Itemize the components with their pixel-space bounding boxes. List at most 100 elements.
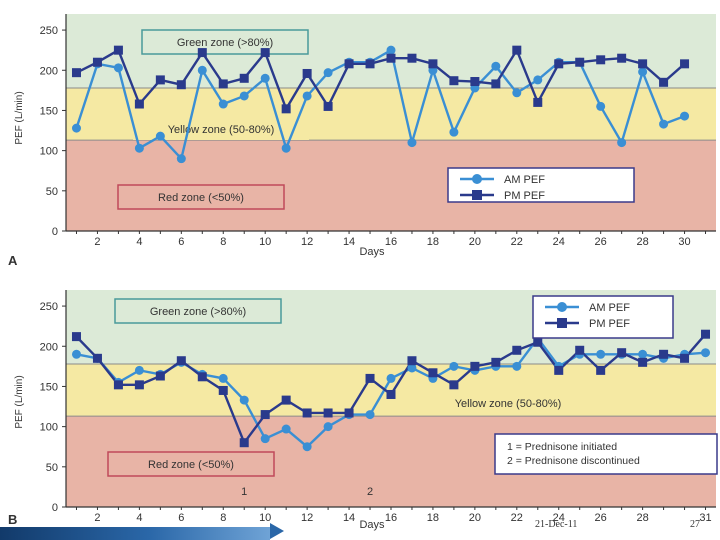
x-tick-label: 2 [94,236,100,248]
data-point [659,119,669,129]
data-point [302,68,312,78]
data-point [659,349,669,359]
note-box [494,433,718,475]
zone-label: Green zone (>80%) [177,37,273,49]
legend-label: AM PEF [589,302,630,314]
legend-label: PM PEF [589,318,630,330]
data-point [428,59,438,69]
legend-marker [557,318,567,328]
data-point [176,80,186,90]
x-tick-label: 31 [699,512,711,524]
x-tick-label: 10 [259,236,271,248]
data-point [239,438,249,448]
x-tick-label: 20 [469,236,481,248]
data-point [134,99,144,109]
data-point [491,79,501,89]
data-point [92,353,102,363]
x-tick-label: 18 [427,512,439,524]
zone-label-box [114,298,282,324]
data-point [596,55,606,65]
data-point [428,368,438,378]
data-point [512,345,522,355]
x-tick-label: 14 [343,512,355,524]
note-line: 1 = Prednisone initiated [507,441,617,453]
data-point [701,329,711,339]
data-point [512,361,522,371]
note-line: 2 = Prednisone discontinued [507,455,640,467]
legend-box [532,295,674,339]
data-point [554,59,564,69]
y-tick-label: 100 [40,146,58,158]
data-point [281,395,291,405]
data-point [638,357,648,367]
zone-label-box [107,451,275,477]
data-point [155,371,165,381]
data-point [323,101,333,111]
legend-marker [557,302,567,312]
data-point [281,104,291,114]
data-point [134,380,144,390]
zone-label-box [420,392,596,414]
data-point [449,127,459,137]
x-axis-title: Days [359,519,385,531]
data-point [617,53,627,63]
data-point [155,131,165,141]
data-point [323,68,333,78]
data-point [491,357,501,367]
legend-marker [472,190,482,200]
legend-label: PM PEF [504,190,545,202]
data-point [71,68,81,78]
x-tick-label: 20 [469,512,481,524]
data-point [470,77,480,87]
data-point [113,63,123,73]
x-tick-label: 16 [385,236,397,248]
x-tick-label: 26 [595,236,607,248]
data-point [617,348,627,358]
data-point [638,59,648,69]
data-point [302,442,312,452]
data-point [344,408,354,418]
data-point [92,57,102,67]
data-point [281,143,291,153]
event-marker-label: 2 [367,486,373,498]
x-tick-label: 26 [595,512,607,524]
data-point [680,353,690,363]
data-point [680,59,690,69]
event-marker-label: 1 [241,486,247,498]
data-point [134,143,144,153]
x-tick-label: 12 [301,512,313,524]
data-point [575,57,585,67]
data-point [638,349,648,359]
data-point [365,59,375,69]
data-point [218,79,228,89]
data-point [680,111,690,121]
x-tick-label: 6 [178,512,184,524]
zone-label: Yellow zone (50-80%) [455,398,562,410]
zone-label: Green zone (>80%) [150,306,246,318]
data-point [470,361,480,371]
data-point [659,77,669,87]
data-point [281,424,291,434]
y-axis-title: PEF (L/min) [14,91,25,144]
x-tick-label: 18 [427,236,439,248]
zone-label: Yellow zone (50-80%) [168,124,275,136]
data-point [260,434,270,444]
data-point [155,75,165,85]
legend-marker [472,174,482,184]
x-tick-label: 12 [301,236,313,248]
x-tick-label: 22 [511,512,523,524]
x-tick-label: 28 [636,512,648,524]
data-point [71,349,81,359]
footer-page-number: 27 [690,519,700,530]
data-point [386,373,396,383]
data-point [218,385,228,395]
data-point [197,48,207,58]
data-point [449,76,459,86]
data-point [407,138,417,148]
data-point [533,75,543,85]
data-point [365,410,375,420]
data-point [197,65,207,75]
x-tick-label: 4 [136,236,142,248]
x-tick-label: 8 [220,236,226,248]
